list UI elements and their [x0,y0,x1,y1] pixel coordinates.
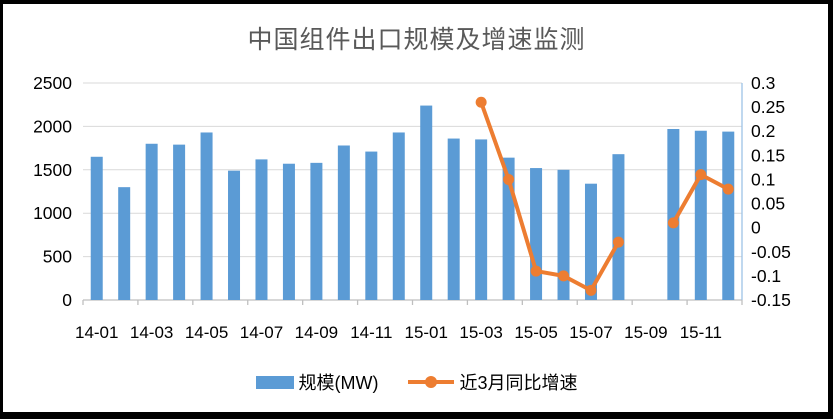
x-tick-label-15-03: 15-03 [459,323,502,342]
bar-15-08 [612,154,625,300]
marker-15-03 [475,96,487,108]
legend: 规模(MW) 近3月同比增速 [0,369,833,395]
bar-15-01 [420,105,433,301]
bar-14-09 [310,162,323,300]
x-tick-label-15-01: 15-01 [404,323,447,342]
x-tick-label-14-11: 14-11 [350,323,392,342]
bar-14-06 [228,170,241,300]
bar-14-02 [118,187,131,300]
bar-15-06 [557,169,570,300]
x-tick-label-14-03: 14-03 [130,323,173,342]
bar-15-03 [475,139,488,300]
legend-item-scale: 规模(MW) [255,369,379,395]
y-left-tick-500: 500 [43,247,72,267]
marker-15-04 [503,173,515,185]
y-right-tick-0: 0 [751,218,761,238]
bar-15-05 [530,168,543,300]
bar-14-07 [255,159,268,300]
bar-15-10 [667,129,680,300]
y-left-tick-1500: 1500 [33,160,72,180]
marker-15-12 [722,183,734,195]
y-left-tick-2500: 2500 [33,73,72,93]
marker-15-05 [530,265,542,277]
y-left-tick-2000: 2000 [33,116,72,136]
bar-series-label: 规模(MW) [298,373,379,393]
y-right-tick-0.15: 0.15 [751,145,785,165]
y-left-tick-0: 0 [62,290,72,310]
x-tick-label-14-05: 14-05 [185,323,228,342]
marker-15-06 [558,270,570,282]
growth-line-segment [479,100,621,293]
bar-15-04 [502,157,515,300]
x-tick-label-14-09: 14-09 [295,323,338,342]
bar-15-11 [694,130,707,300]
x-tick-label-15-11: 15-11 [680,323,722,342]
marker-15-08 [612,236,624,248]
bar-14-05 [200,132,213,300]
bar-14-10 [337,145,350,300]
bar-14-11 [365,151,378,300]
line-series-label: 近3月同比增速 [459,373,578,393]
bar-15-12 [722,131,735,300]
x-tick-label-15-09: 15-09 [624,323,667,342]
bar-15-07 [584,183,597,300]
line-swatch-marker-icon [425,376,438,388]
bar-14-12 [392,132,405,300]
y-right-tick--0.05: -0.05 [751,242,791,262]
x-tick-label-15-05: 15-05 [514,323,557,342]
legend-item-growth: 近3月同比增速 [408,369,578,395]
y-right-tick--0.15: -0.15 [751,290,791,310]
x-tick-label-14-01: 14-01 [75,323,118,342]
bar-14-01 [90,156,103,300]
x-tick-label-15-07: 15-07 [569,323,612,342]
line-series-swatch [408,375,455,389]
y-right-tick-0.05: 0.05 [751,194,785,214]
bar-14-04 [173,144,186,300]
y-right-tick-0.1: 0.1 [751,169,775,189]
y-right-tick-0.2: 0.2 [751,121,775,141]
bar-14-03 [145,143,158,300]
chart-background [3,4,828,412]
marker-15-10 [667,217,679,229]
marker-15-11 [695,169,707,181]
marker-15-07 [585,284,597,296]
bar-15-02 [447,138,460,300]
y-left-tick-1000: 1000 [33,203,72,223]
chart-title: 中国组件出口规模及增速监测 [247,26,586,54]
y-right-tick--0.1: -0.1 [751,266,781,286]
y-right-tick-0.25: 0.25 [751,97,785,117]
bar-14-08 [282,163,295,300]
y-right-tick-0.3: 0.3 [751,73,775,93]
bar-series-swatch [255,375,294,389]
x-tick-label-14-07: 14-07 [240,323,283,342]
